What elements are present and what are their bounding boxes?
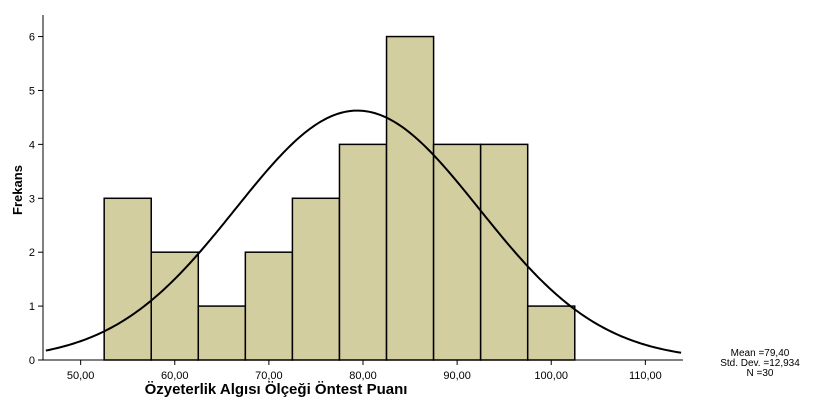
x-tick-label-2: 70,00 bbox=[255, 370, 283, 382]
stats-n: N =30 bbox=[747, 368, 774, 379]
y-tick-label-0: 0 bbox=[29, 355, 35, 367]
normal-curve bbox=[45, 109, 682, 354]
y-tick-label-6: 6 bbox=[29, 32, 35, 44]
histogram-bar-8 bbox=[432, 143, 482, 361]
x-tick-label-4: 90,00 bbox=[443, 370, 471, 382]
x-tick-label-6: 110,00 bbox=[629, 370, 662, 382]
y-ticks-group: 0 1 2 3 4 5 6 bbox=[29, 32, 43, 367]
histogram-bar-7 bbox=[385, 35, 435, 361]
histogram-bar-2 bbox=[150, 251, 200, 361]
x-tick-label-5: 100,00 bbox=[534, 370, 568, 382]
x-tick-label-3: 80,00 bbox=[349, 370, 377, 382]
y-tick-label-3: 3 bbox=[29, 193, 35, 205]
y-tick-label-2: 2 bbox=[29, 247, 35, 259]
histogram-bar-6 bbox=[338, 143, 388, 361]
x-tick-label-1: 60,00 bbox=[161, 370, 189, 382]
x-tick-label-0: 50,00 bbox=[67, 370, 95, 382]
stats-mean: Mean =79,40 bbox=[731, 348, 790, 359]
histogram-bar-4 bbox=[244, 251, 294, 361]
x-axis-title: Özyeterlik Algısı Ölçeği Öntest Puanı bbox=[145, 381, 408, 398]
histogram-bar-10 bbox=[526, 305, 576, 361]
y-tick-label-1: 1 bbox=[29, 301, 35, 313]
histogram-bar-9 bbox=[479, 143, 529, 361]
bars-group bbox=[103, 35, 576, 361]
y-tick-label-4: 4 bbox=[29, 139, 35, 151]
histogram-bar-1 bbox=[103, 197, 152, 361]
stats-box: Mean =79,40 Std. Dev. =12,934 N =30 bbox=[720, 348, 800, 379]
histogram-bar-5 bbox=[291, 197, 341, 361]
histogram-bar-3 bbox=[197, 305, 247, 361]
y-tick-label-5: 5 bbox=[29, 85, 35, 97]
y-axis-title: Frekans bbox=[10, 165, 25, 215]
stats-std-dev: Std. Dev. =12,934 bbox=[720, 358, 800, 369]
x-ticks-group: 50,00 60,00 70,00 80,00 90,00 100,00 110,00 bbox=[67, 360, 662, 382]
